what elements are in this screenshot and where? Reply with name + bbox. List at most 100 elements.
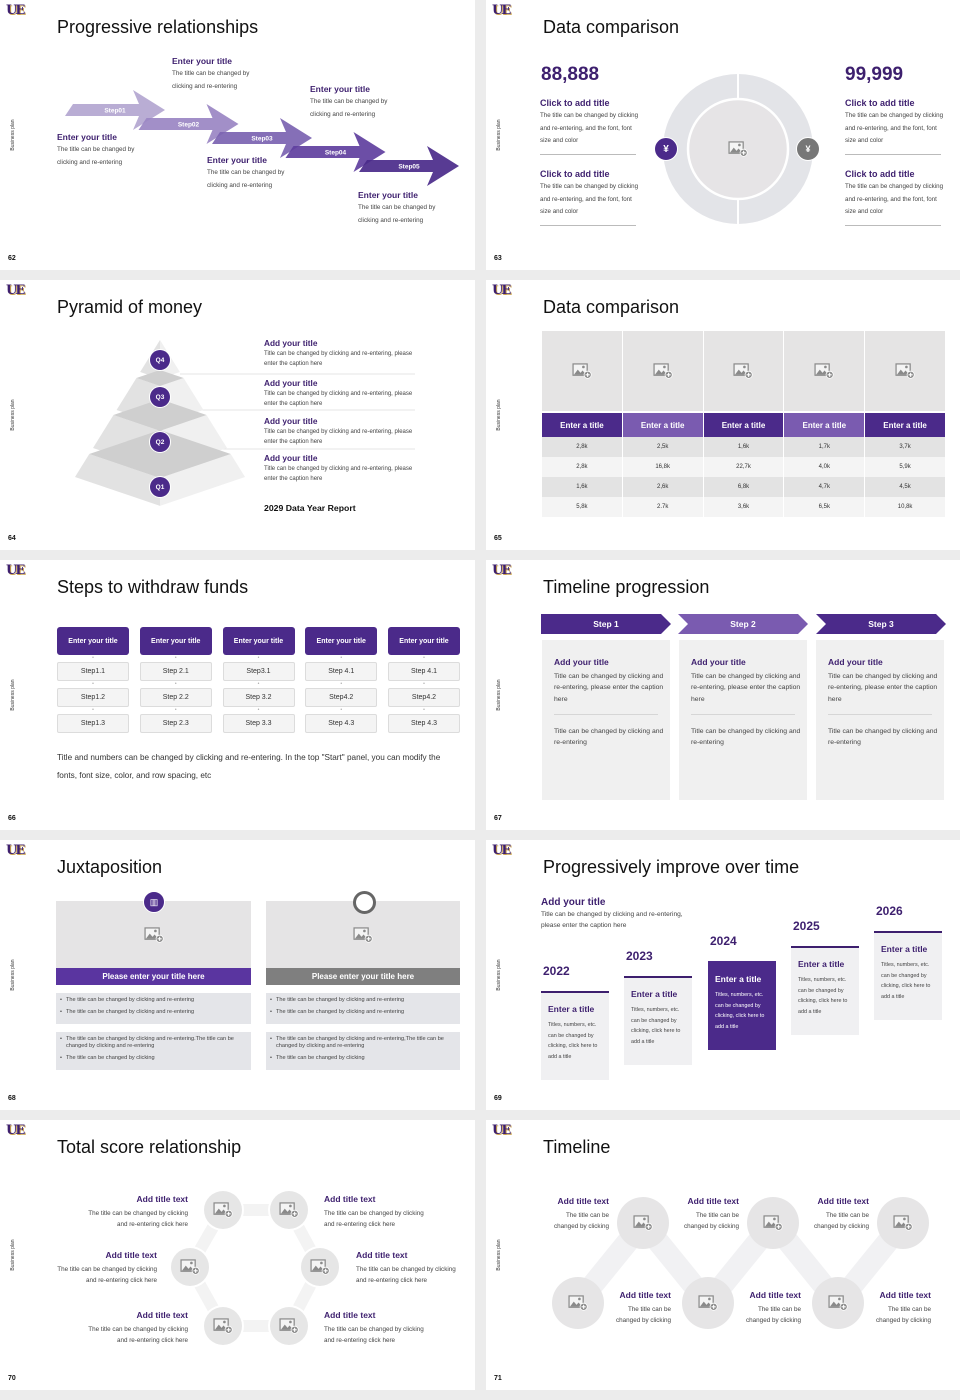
image-placeholder-icon[interactable]	[733, 363, 754, 379]
side-label: Business plan	[496, 959, 502, 991]
block-title: Add title text	[324, 1194, 376, 1204]
step-arrow	[285, 132, 386, 172]
side-label: Business plan	[10, 679, 16, 711]
slide-62[interactable]: UE Business plan 62 Progressive relation…	[0, 0, 475, 270]
block-body: The title can be changed by clicking and…	[207, 169, 285, 189]
panel-title: Please enter your title here	[266, 968, 460, 985]
image-placeholder-icon[interactable]	[279, 1318, 299, 1334]
slide-71[interactable]: UE Business plan 71 Timeline Add title t…	[486, 1120, 960, 1390]
slide-68[interactable]: UE Business plan 68 Juxtaposition Please…	[0, 840, 475, 1110]
slide-70[interactable]: UE Business plan 70 Total score relation…	[0, 1120, 475, 1390]
slide-69[interactable]: UE Business plan 69 Progressively improv…	[486, 840, 960, 1110]
image-placeholder-icon[interactable]	[828, 1295, 848, 1311]
image-cell[interactable]	[703, 331, 784, 411]
page-number: 69	[494, 1095, 502, 1102]
bullet-item: The title can be changed by clicking and…	[276, 1036, 454, 1050]
image-circle[interactable]	[301, 1248, 339, 1286]
slide-64[interactable]: UE Business plan 64 Pyramid of money Q4 …	[0, 280, 475, 550]
slide-66[interactable]: UE Business plan 66 Steps to withdraw fu…	[0, 560, 475, 830]
image-circle[interactable]	[682, 1277, 734, 1329]
slide-65[interactable]: UE Business plan 65 Data comparison Ente…	[486, 280, 960, 550]
pie-chart-icon	[353, 891, 376, 914]
text-block: Enter your title The title can be change…	[57, 132, 152, 169]
slide-67[interactable]: UE Business plan 67 Timeline progression…	[486, 560, 960, 830]
slide-title: Timeline	[543, 1137, 611, 1157]
block-title: Add title text	[687, 1196, 739, 1206]
image-cell[interactable]	[542, 331, 622, 411]
image-placeholder-icon[interactable]	[698, 1295, 718, 1311]
image-circle[interactable]	[270, 1307, 308, 1345]
image-circle[interactable]	[617, 1197, 669, 1249]
image-circle[interactable]	[747, 1197, 799, 1249]
bullet-item: The title can be changed by clicking and…	[66, 997, 245, 1004]
connector-dot: •	[340, 707, 343, 713]
year-label: 2025	[793, 919, 820, 933]
image-placeholder-icon[interactable]	[893, 1215, 913, 1231]
connector-dot: •	[174, 655, 177, 661]
step-column: Enter your title • Step3.1 • Step 3.2 • …	[222, 627, 295, 733]
year-card-highlighted: Enter a title Titles, numbers, etc. can …	[708, 961, 776, 1050]
image-circle[interactable]	[171, 1248, 209, 1286]
card-title: Add your title	[691, 657, 746, 667]
table-cell: 6,8k	[703, 477, 784, 497]
step-chevron: Step 2	[678, 614, 808, 634]
block-body: The title can be changed by clicking and…	[845, 112, 944, 145]
logo: UE	[492, 563, 511, 578]
logo: UE	[6, 1123, 25, 1138]
logo: UE	[6, 3, 25, 18]
image-placeholder-icon[interactable]	[279, 1202, 299, 1218]
image-placeholder-icon[interactable]	[213, 1202, 233, 1218]
image-placeholder-icon[interactable]	[353, 926, 373, 943]
table-cell: 2,5k	[622, 437, 703, 457]
block-title: Add your title	[264, 416, 318, 426]
divider	[554, 714, 658, 715]
image-placeholder-icon[interactable]	[895, 363, 915, 379]
slide-title: Progressively improve over time	[543, 857, 800, 877]
image-placeholder-icon[interactable]	[310, 1259, 330, 1275]
image-circle[interactable]	[552, 1277, 604, 1329]
step-box: Step1.2	[57, 688, 129, 707]
image-placeholder-icon[interactable]	[180, 1259, 200, 1275]
table-cell: 22,7k	[703, 457, 784, 477]
card-body: Title can be changed by clicking and re-…	[828, 673, 938, 703]
image-placeholder-icon[interactable]	[143, 926, 164, 943]
image-cell[interactable]	[622, 331, 703, 411]
bullet-box: The title can be changed by clicking and…	[56, 993, 251, 1024]
connector-dot: •	[92, 655, 94, 661]
image-placeholder-icon[interactable]	[213, 1318, 233, 1334]
image-placeholder-icon[interactable]	[572, 363, 592, 379]
block-title: Click to add title	[540, 98, 610, 108]
panel-title: Please enter your title here	[56, 968, 251, 985]
image-circle[interactable]	[204, 1191, 242, 1229]
block-title: Add title text	[356, 1250, 408, 1260]
step-columns: Enter your title • Step1.1 • Step1.2 • S…	[57, 627, 460, 733]
image-circle[interactable]	[812, 1277, 864, 1329]
logo: UE	[492, 843, 511, 858]
image-placeholder-icon[interactable]	[814, 363, 834, 379]
step-box: Step 2.1	[139, 662, 212, 681]
image-placeholder-icon[interactable]	[568, 1295, 588, 1311]
image-placeholder-icon[interactable]	[633, 1215, 653, 1231]
column-header: Enter your title	[222, 627, 295, 655]
text-block: Add title text The title can be changed …	[717, 1290, 801, 1326]
card-title: Enter a title	[881, 944, 928, 954]
image-placeholder-icon[interactable]	[728, 141, 748, 157]
image-circle[interactable]	[877, 1197, 929, 1249]
image-placeholder-icon[interactable]	[653, 363, 673, 379]
slide-63[interactable]: UE Business plan 63 Data comparison ¥ ¥ …	[486, 0, 960, 270]
image-placeholder-icon[interactable]	[763, 1215, 783, 1231]
step-arrow	[212, 118, 312, 158]
image-cell[interactable]	[784, 331, 865, 411]
image-cell[interactable]	[865, 331, 945, 411]
step-arrow-label: Step05	[398, 164, 420, 171]
block-title: Enter your title	[172, 56, 232, 66]
step-arrow	[65, 90, 165, 130]
card-body: Titles, numbers, etc. can be changed by …	[548, 1022, 598, 1061]
page-number: 68	[8, 1095, 16, 1102]
image-circle[interactable]	[204, 1307, 242, 1345]
step-box: Step 4.1	[388, 662, 460, 681]
column-header: Enter a title	[865, 413, 945, 437]
image-circle[interactable]	[270, 1191, 308, 1229]
pyramid-tier-top	[136, 369, 184, 387]
block-body: The title can be changed by clicking and…	[324, 1210, 424, 1228]
